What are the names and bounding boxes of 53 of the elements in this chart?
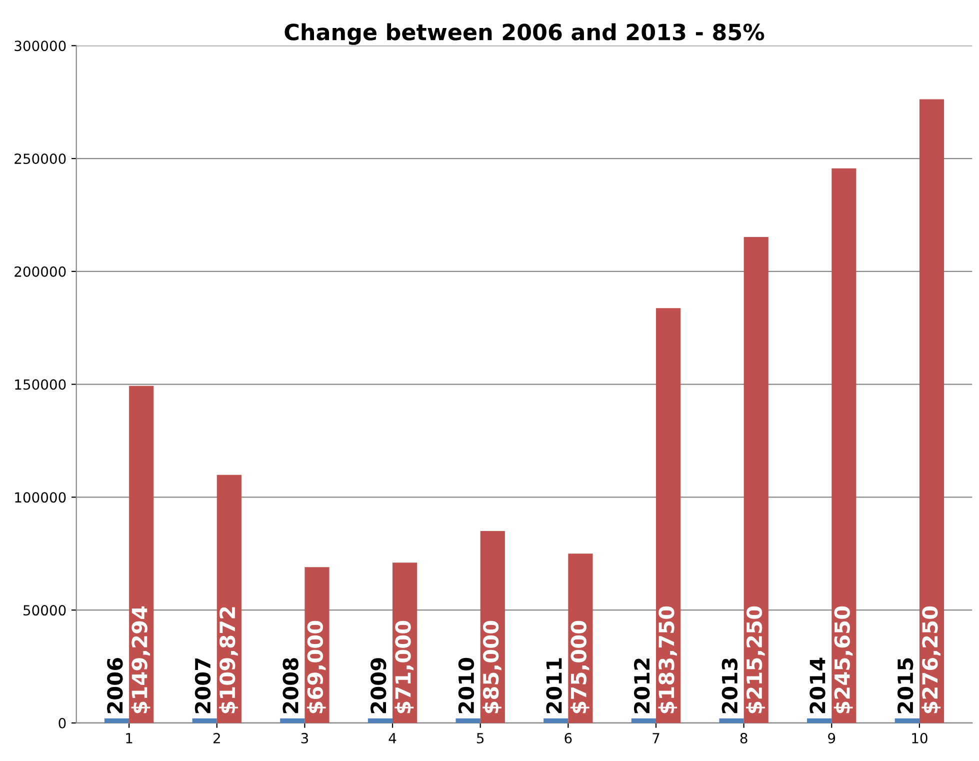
data-label: 2007 (194, 658, 211, 714)
bar (744, 236, 768, 723)
bar (280, 718, 305, 723)
bar (192, 718, 217, 723)
data-label: $71,000 (394, 620, 414, 714)
bar (919, 99, 944, 723)
x-tick-label: 3 (301, 732, 308, 744)
data-label: $245,650 (834, 606, 853, 714)
data-label: $276,250 (922, 606, 941, 714)
data-label: $75,000 (570, 620, 590, 714)
data-label: 2014 (810, 658, 826, 714)
x-tick-label: 1 (126, 733, 132, 744)
bar (544, 718, 568, 723)
chart-title: Change between 2006 and 2013 - 85% (284, 23, 764, 45)
bar (719, 718, 744, 723)
x-tick-label: 2 (213, 732, 220, 744)
data-label: $215,250 (746, 606, 765, 714)
x-tick-label: 7 (652, 733, 660, 744)
x-tick-label: 8 (740, 732, 748, 744)
y-tick-label: 50000 (24, 605, 66, 616)
data-label: $149,294 (131, 606, 150, 714)
bar (832, 168, 856, 723)
data-label: 2009 (370, 658, 386, 714)
x-tick-label: 10 (912, 732, 928, 744)
data-label: $109,872 (219, 607, 238, 714)
y-tick-label: 150000 (15, 379, 66, 390)
bar (368, 718, 393, 723)
data-label: $183,750 (658, 606, 678, 714)
bar (129, 386, 154, 723)
x-tick-label: 6 (564, 732, 572, 744)
y-tick-label: 200000 (14, 266, 66, 277)
data-label: 2013 (722, 658, 738, 714)
data-label: 2010 (458, 658, 474, 714)
x-tick-label: 5 (476, 733, 484, 744)
bar (456, 718, 480, 723)
data-label: 2006 (107, 658, 123, 714)
y-tick-label: 0 (58, 718, 66, 728)
y-tick-label: 250000 (14, 154, 66, 164)
data-label: $69,000 (306, 620, 326, 714)
data-label: 2012 (634, 658, 650, 714)
y-tick-label: 100000 (15, 492, 66, 503)
bar (656, 308, 681, 723)
data-label: 2011 (546, 658, 562, 714)
data-label: 2015 (897, 658, 914, 714)
bar (631, 718, 656, 723)
bar (807, 718, 832, 723)
x-tick-label: 9 (828, 732, 836, 744)
y-tick-label: 300000 (14, 40, 66, 52)
data-label: 2008 (282, 658, 298, 714)
bar (894, 718, 920, 723)
bar (104, 718, 130, 723)
x-tick-label: 4 (388, 733, 396, 744)
data-label: $85,000 (482, 620, 502, 714)
